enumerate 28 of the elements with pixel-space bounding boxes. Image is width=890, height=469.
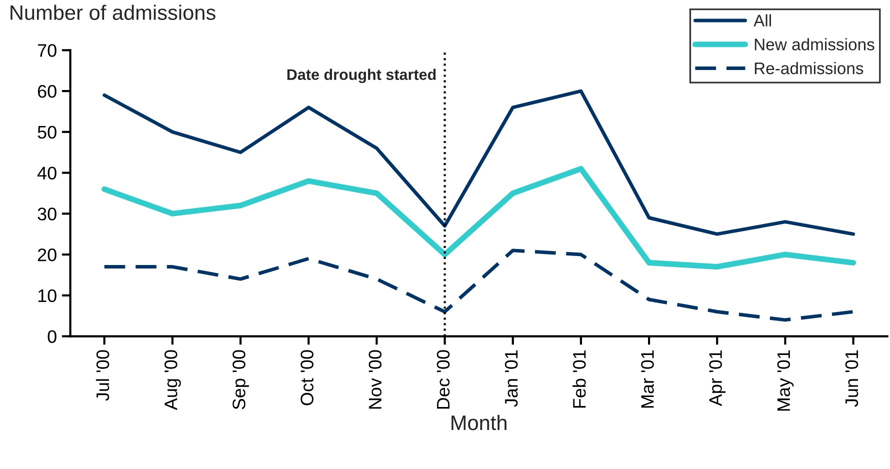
legend-label: Re-admissions: [754, 62, 864, 74]
line-series: [102, 248, 856, 322]
y-axis-title: Number of admissions: [10, 4, 216, 20]
x-tick-label: Dec '00: [436, 350, 450, 409]
y-tick-label: 70: [38, 44, 56, 57]
y-tick-label: 30: [38, 208, 56, 220]
x-axis-title: Month: [452, 414, 506, 430]
y-tick-label: 0: [48, 330, 56, 343]
y-tick-label: 20: [38, 248, 56, 262]
x-tick-label: Feb '01: [572, 350, 586, 408]
y-tick-label: 60: [38, 84, 56, 98]
legend-label: New admissions: [754, 38, 874, 50]
x-tick-label: Sep '00: [232, 350, 249, 410]
ref-line-label: Date drought started: [287, 68, 436, 84]
x-tick-label: Aug '00: [164, 350, 181, 410]
y-tick-label: 10: [38, 289, 56, 302]
x-tick-label: Oct '00: [300, 350, 314, 406]
x-tick-label: Jun '01: [845, 350, 858, 407]
legend-label: All: [754, 14, 771, 26]
x-tick-label: Mar '01: [641, 350, 654, 408]
x-tick-label: May '01: [777, 350, 794, 411]
y-tick-label: 40: [37, 166, 56, 180]
line-series: [102, 89, 856, 236]
x-tick-label: Jul '00: [96, 350, 110, 401]
x-tick-label: Apr '01: [709, 350, 726, 406]
x-tick-label: Jan '01: [504, 350, 518, 407]
y-tick-label: 50: [38, 126, 56, 139]
x-tick-label: Nov '00: [368, 350, 382, 409]
